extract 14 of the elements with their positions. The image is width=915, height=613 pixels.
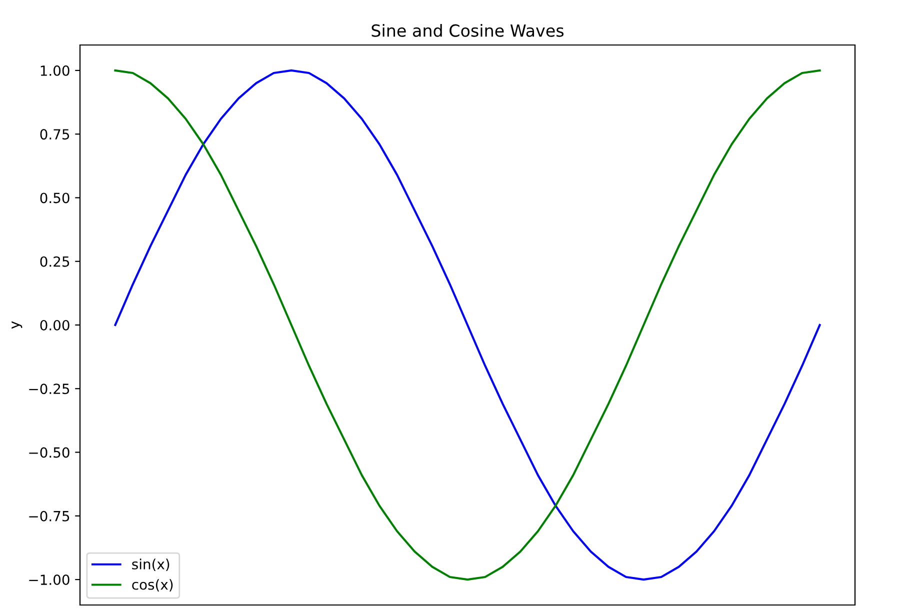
line-series (114, 69, 821, 581)
legend-label: cos(x) (132, 579, 173, 592)
y-tick-label: −0.25 (29, 384, 70, 394)
chart-title: Sine and Cosine Waves (372, 24, 564, 37)
y-tick-label: −1.00 (29, 574, 70, 586)
y-tick-label: 0.25 (40, 256, 70, 267)
y-tick-label: 1.00 (40, 65, 70, 76)
legend-label: sin(x) (132, 558, 170, 572)
y-tick-label: −0.50 (29, 447, 70, 458)
y-tick-label: −0.75 (29, 510, 70, 522)
y-tick-label: 0.75 (40, 129, 70, 140)
y-tick-label: 0.00 (40, 320, 70, 330)
y-tick-label: 0.50 (40, 192, 70, 204)
y-axis-title: y (12, 321, 22, 329)
